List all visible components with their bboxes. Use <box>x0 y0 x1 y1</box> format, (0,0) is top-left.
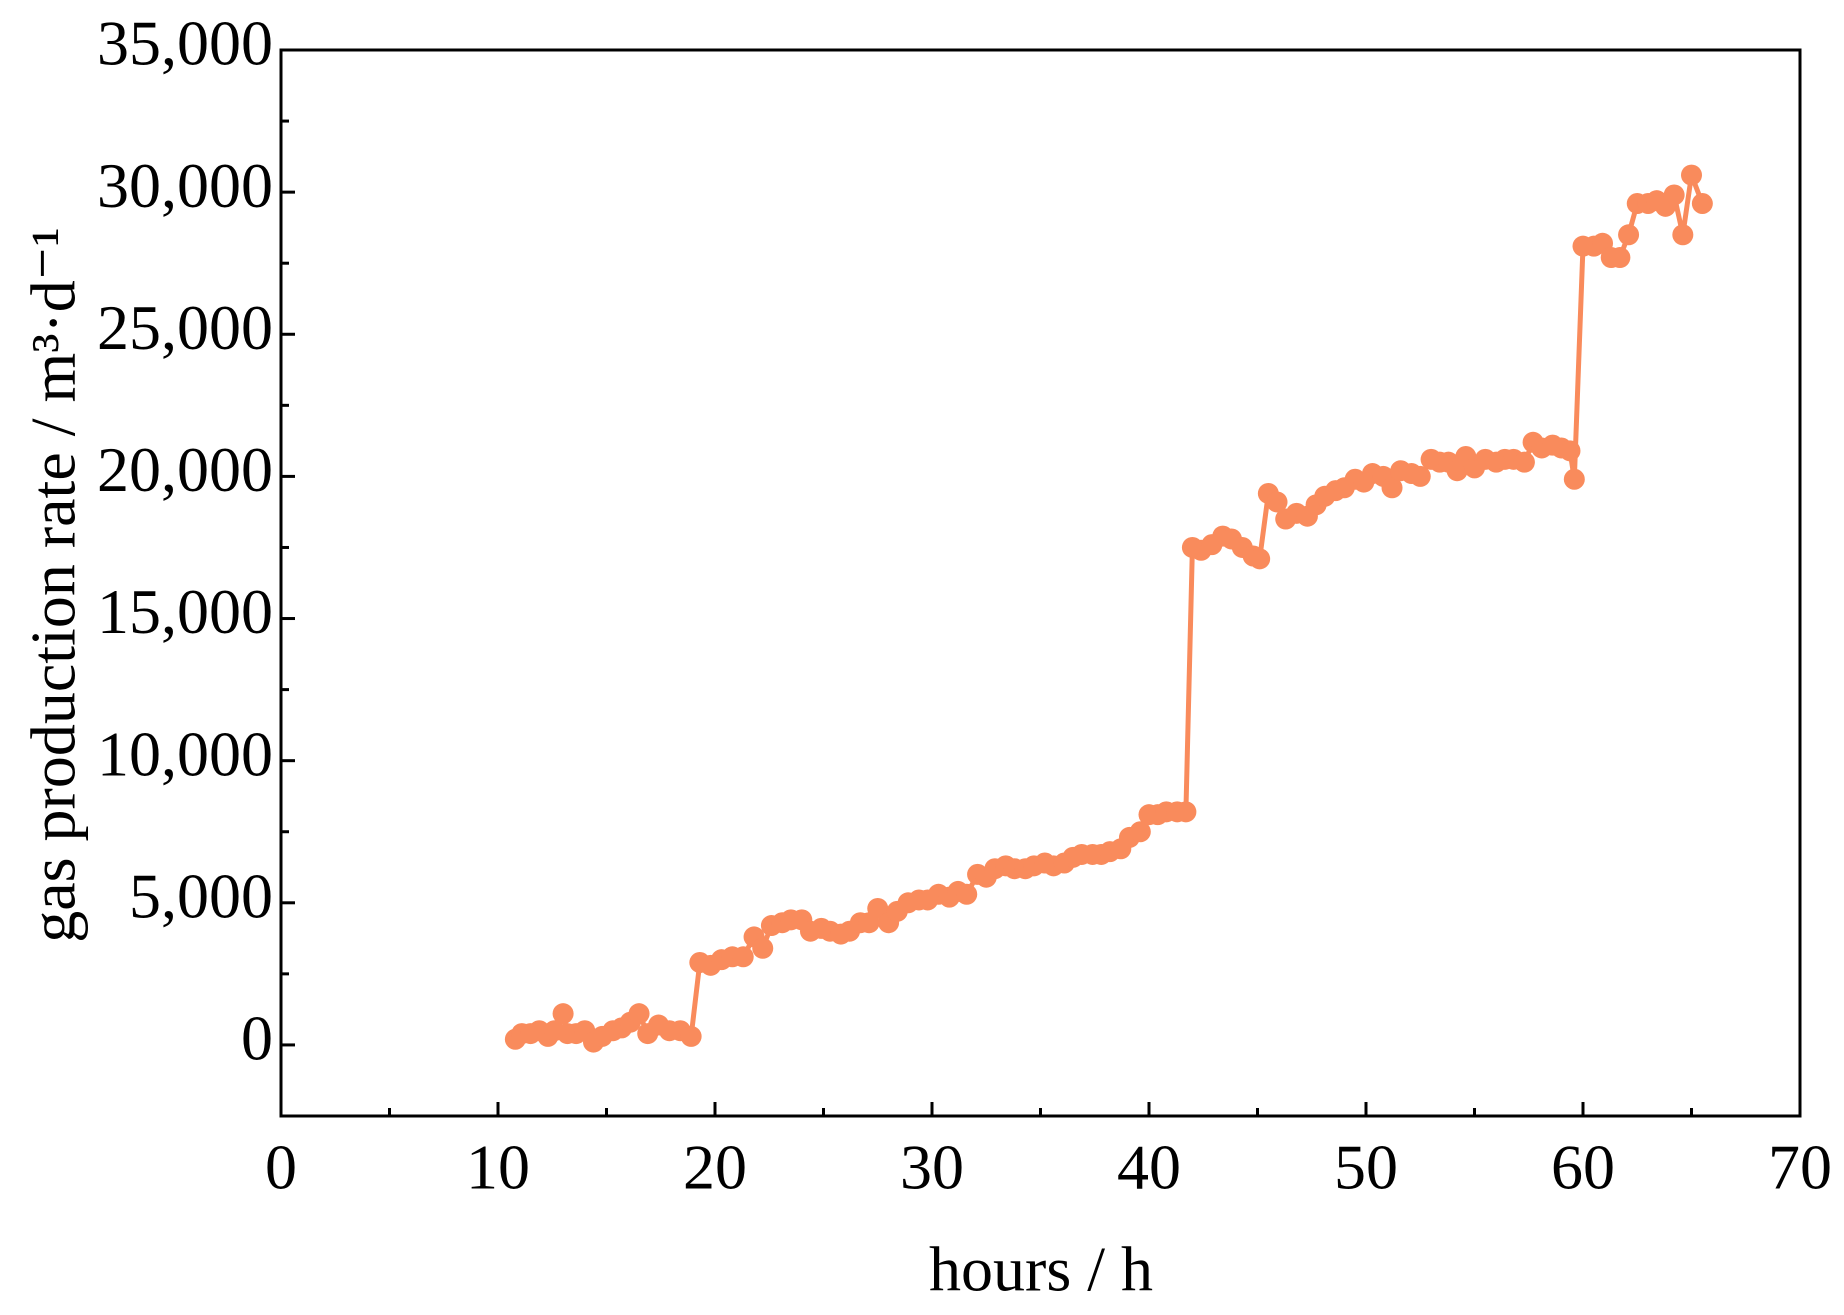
x-tick-label: 40 <box>1117 1132 1181 1203</box>
x-tick-label: 30 <box>900 1132 964 1203</box>
x-tick-label: 0 <box>265 1132 297 1203</box>
data-point <box>1618 224 1640 246</box>
data-point <box>628 1003 650 1025</box>
data-point <box>1563 468 1585 490</box>
data-point <box>1691 193 1713 215</box>
data-point <box>867 897 889 919</box>
y-tick-label: 25,000 <box>97 292 273 363</box>
y-tick-label: 5,000 <box>129 860 273 931</box>
data-point <box>1609 247 1631 269</box>
data-point <box>680 1025 702 1047</box>
x-tick-label: 60 <box>1551 1132 1615 1203</box>
data-point <box>1129 821 1151 843</box>
data-point <box>1559 440 1581 462</box>
y-tick-label: 10,000 <box>97 718 273 789</box>
data-point <box>1681 164 1702 186</box>
data-point <box>956 883 978 905</box>
x-tick-label: 50 <box>1334 1132 1398 1203</box>
y-tick-label: 20,000 <box>97 434 273 505</box>
data-point <box>552 1003 574 1025</box>
x-tick-label: 70 <box>1768 1132 1832 1203</box>
data-point <box>732 946 754 968</box>
data-point <box>1175 801 1197 823</box>
x-tick-label: 20 <box>683 1132 747 1203</box>
y-tick-label: 15,000 <box>97 576 273 647</box>
x-axis-label: hours / h <box>929 1234 1153 1305</box>
data-point <box>1513 451 1535 473</box>
data-point <box>752 937 774 959</box>
y-axis-label: gas production rate / m³·d⁻¹ <box>18 227 89 943</box>
data-point <box>1266 491 1288 513</box>
y-tick-label: 0 <box>241 1003 273 1074</box>
data-point <box>1409 465 1431 487</box>
data-line <box>513 172 1705 1045</box>
plot-frame <box>279 48 1802 1118</box>
y-tick-label: 35,000 <box>97 8 273 79</box>
x-tick-label: 10 <box>466 1132 530 1203</box>
data-point <box>1663 184 1685 206</box>
y-tick-label: 30,000 <box>97 150 273 221</box>
data-point <box>1249 548 1271 570</box>
data-point <box>1381 477 1403 499</box>
data-point <box>1672 224 1694 246</box>
